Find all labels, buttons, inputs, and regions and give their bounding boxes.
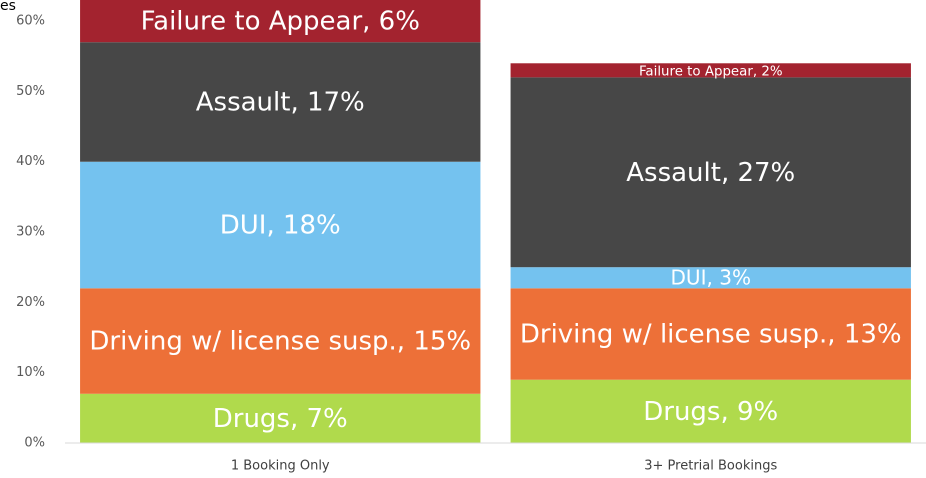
y-tick-label: 10%: [16, 365, 45, 380]
bar-segment: [80, 0, 481, 43]
bar-segment: [80, 42, 481, 162]
y-tick-label: 50%: [16, 84, 45, 99]
x-tick-label: 1 Booking Only: [231, 459, 330, 474]
y-tick-label: 40%: [16, 154, 45, 169]
bar-segment: [510, 267, 911, 289]
bar-segment: [510, 77, 911, 268]
y-tick-label: 0%: [24, 436, 45, 451]
x-tick-label: 3+ Pretrial Bookings: [644, 459, 777, 474]
bar-segment: [510, 379, 911, 443]
y-tick-label: 20%: [16, 295, 45, 310]
data-label: Driving w/ license susp., 15%: [89, 327, 471, 357]
data-label: Drugs, 7%: [213, 404, 348, 434]
y-axis-label: es: [0, 0, 16, 14]
y-tick-label: 60%: [16, 14, 45, 29]
bar-segment: [80, 288, 481, 394]
data-label: Drugs, 9%: [643, 397, 778, 427]
data-label: Assault, 27%: [626, 158, 795, 188]
data-label: Failure to Appear, 2%: [639, 64, 783, 79]
data-label: Failure to Appear, 6%: [141, 7, 420, 37]
data-label: DUI, 3%: [670, 265, 751, 289]
data-label: Driving w/ license susp., 13%: [520, 320, 902, 350]
data-label: Assault, 17%: [196, 87, 365, 117]
y-tick-label: 30%: [16, 225, 45, 240]
bar-segment: [510, 288, 911, 380]
bar-segment: [510, 63, 911, 78]
bar-segment: [80, 393, 481, 443]
data-label: DUI, 18%: [220, 211, 341, 241]
bar-segment: [80, 161, 481, 289]
